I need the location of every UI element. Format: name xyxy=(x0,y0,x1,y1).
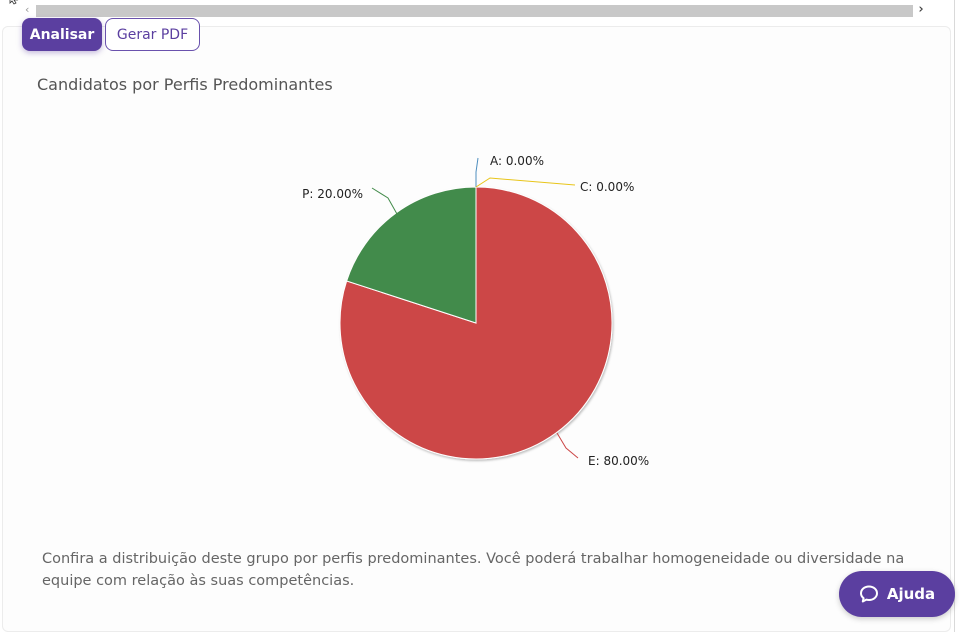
leader-line-c xyxy=(475,177,576,188)
scrollbar-thumb[interactable] xyxy=(36,5,913,17)
leader-line-a xyxy=(475,157,479,187)
mouse-cursor-icon xyxy=(9,0,19,5)
chevron-right-icon[interactable]: › xyxy=(917,2,925,17)
leader-line-p xyxy=(371,187,398,215)
data-label-e: E: 80.00% xyxy=(588,454,649,468)
help-label: Ajuda xyxy=(886,585,936,603)
chevron-left-icon[interactable]: ‹ xyxy=(24,3,31,16)
chat-bubble-icon xyxy=(859,585,878,603)
horizontal-scrollbar[interactable]: ‹ › xyxy=(22,2,934,18)
generate-pdf-button[interactable]: Gerar PDF xyxy=(105,18,200,51)
chart-title: Candidatos por Perfis Predominantes xyxy=(37,75,333,94)
data-label-p: P: 20.00% xyxy=(302,187,363,201)
analyze-button[interactable]: Analisar xyxy=(22,18,102,51)
data-label-a: A: 0.00% xyxy=(490,154,544,168)
chart-description: Confira a distribuição deste grupo por p… xyxy=(42,551,905,589)
data-label-c: C: 0.00% xyxy=(580,180,634,194)
help-button[interactable]: Ajuda xyxy=(839,571,955,617)
page-border xyxy=(954,0,955,632)
leader-line-e xyxy=(556,432,579,459)
